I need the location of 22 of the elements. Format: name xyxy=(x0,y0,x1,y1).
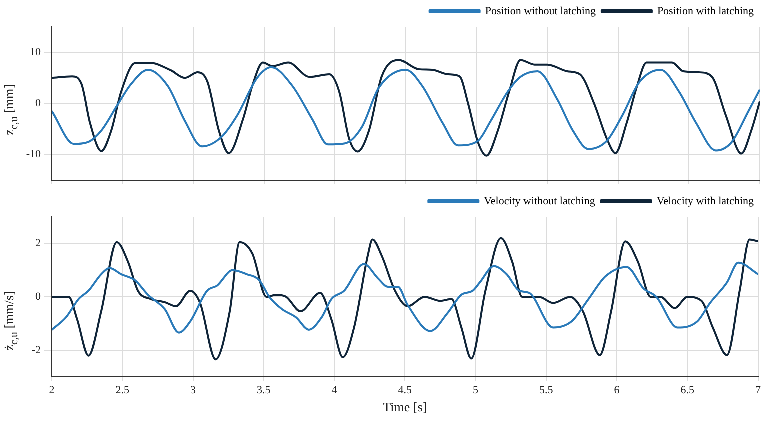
x-tick-label: 2.5 xyxy=(116,384,130,397)
x-tick-label: 4 xyxy=(332,384,338,397)
x-tick-label: 6 xyxy=(614,384,620,397)
x-axis-title: Time [s] xyxy=(383,400,428,415)
x-tick-label: 3 xyxy=(190,384,196,397)
y-tick-label: -10 xyxy=(26,148,42,161)
x-tick-label: 4.5 xyxy=(398,384,412,397)
legend-label: Position without latching xyxy=(485,5,596,18)
x-tick-label: 3.5 xyxy=(257,384,272,397)
x-tick-label: 5.5 xyxy=(540,384,554,397)
x-tick-label: 5 xyxy=(473,384,479,397)
legend-label: Velocity with latching xyxy=(656,195,754,208)
y-tick-label: -2 xyxy=(32,344,41,356)
x-tick-label: 7 xyxy=(756,384,762,397)
x-tick-label: 6.5 xyxy=(680,384,695,397)
y-tick-label: 10 xyxy=(30,46,42,58)
y-tick-label: 2 xyxy=(36,238,41,250)
legend-label: Velocity without latching xyxy=(484,195,596,208)
y-tick-label: 0 xyxy=(36,290,42,303)
legend-label: Position with latching xyxy=(657,5,754,18)
y-tick-label: 0 xyxy=(36,98,42,110)
x-tick-label: 2 xyxy=(49,384,55,397)
